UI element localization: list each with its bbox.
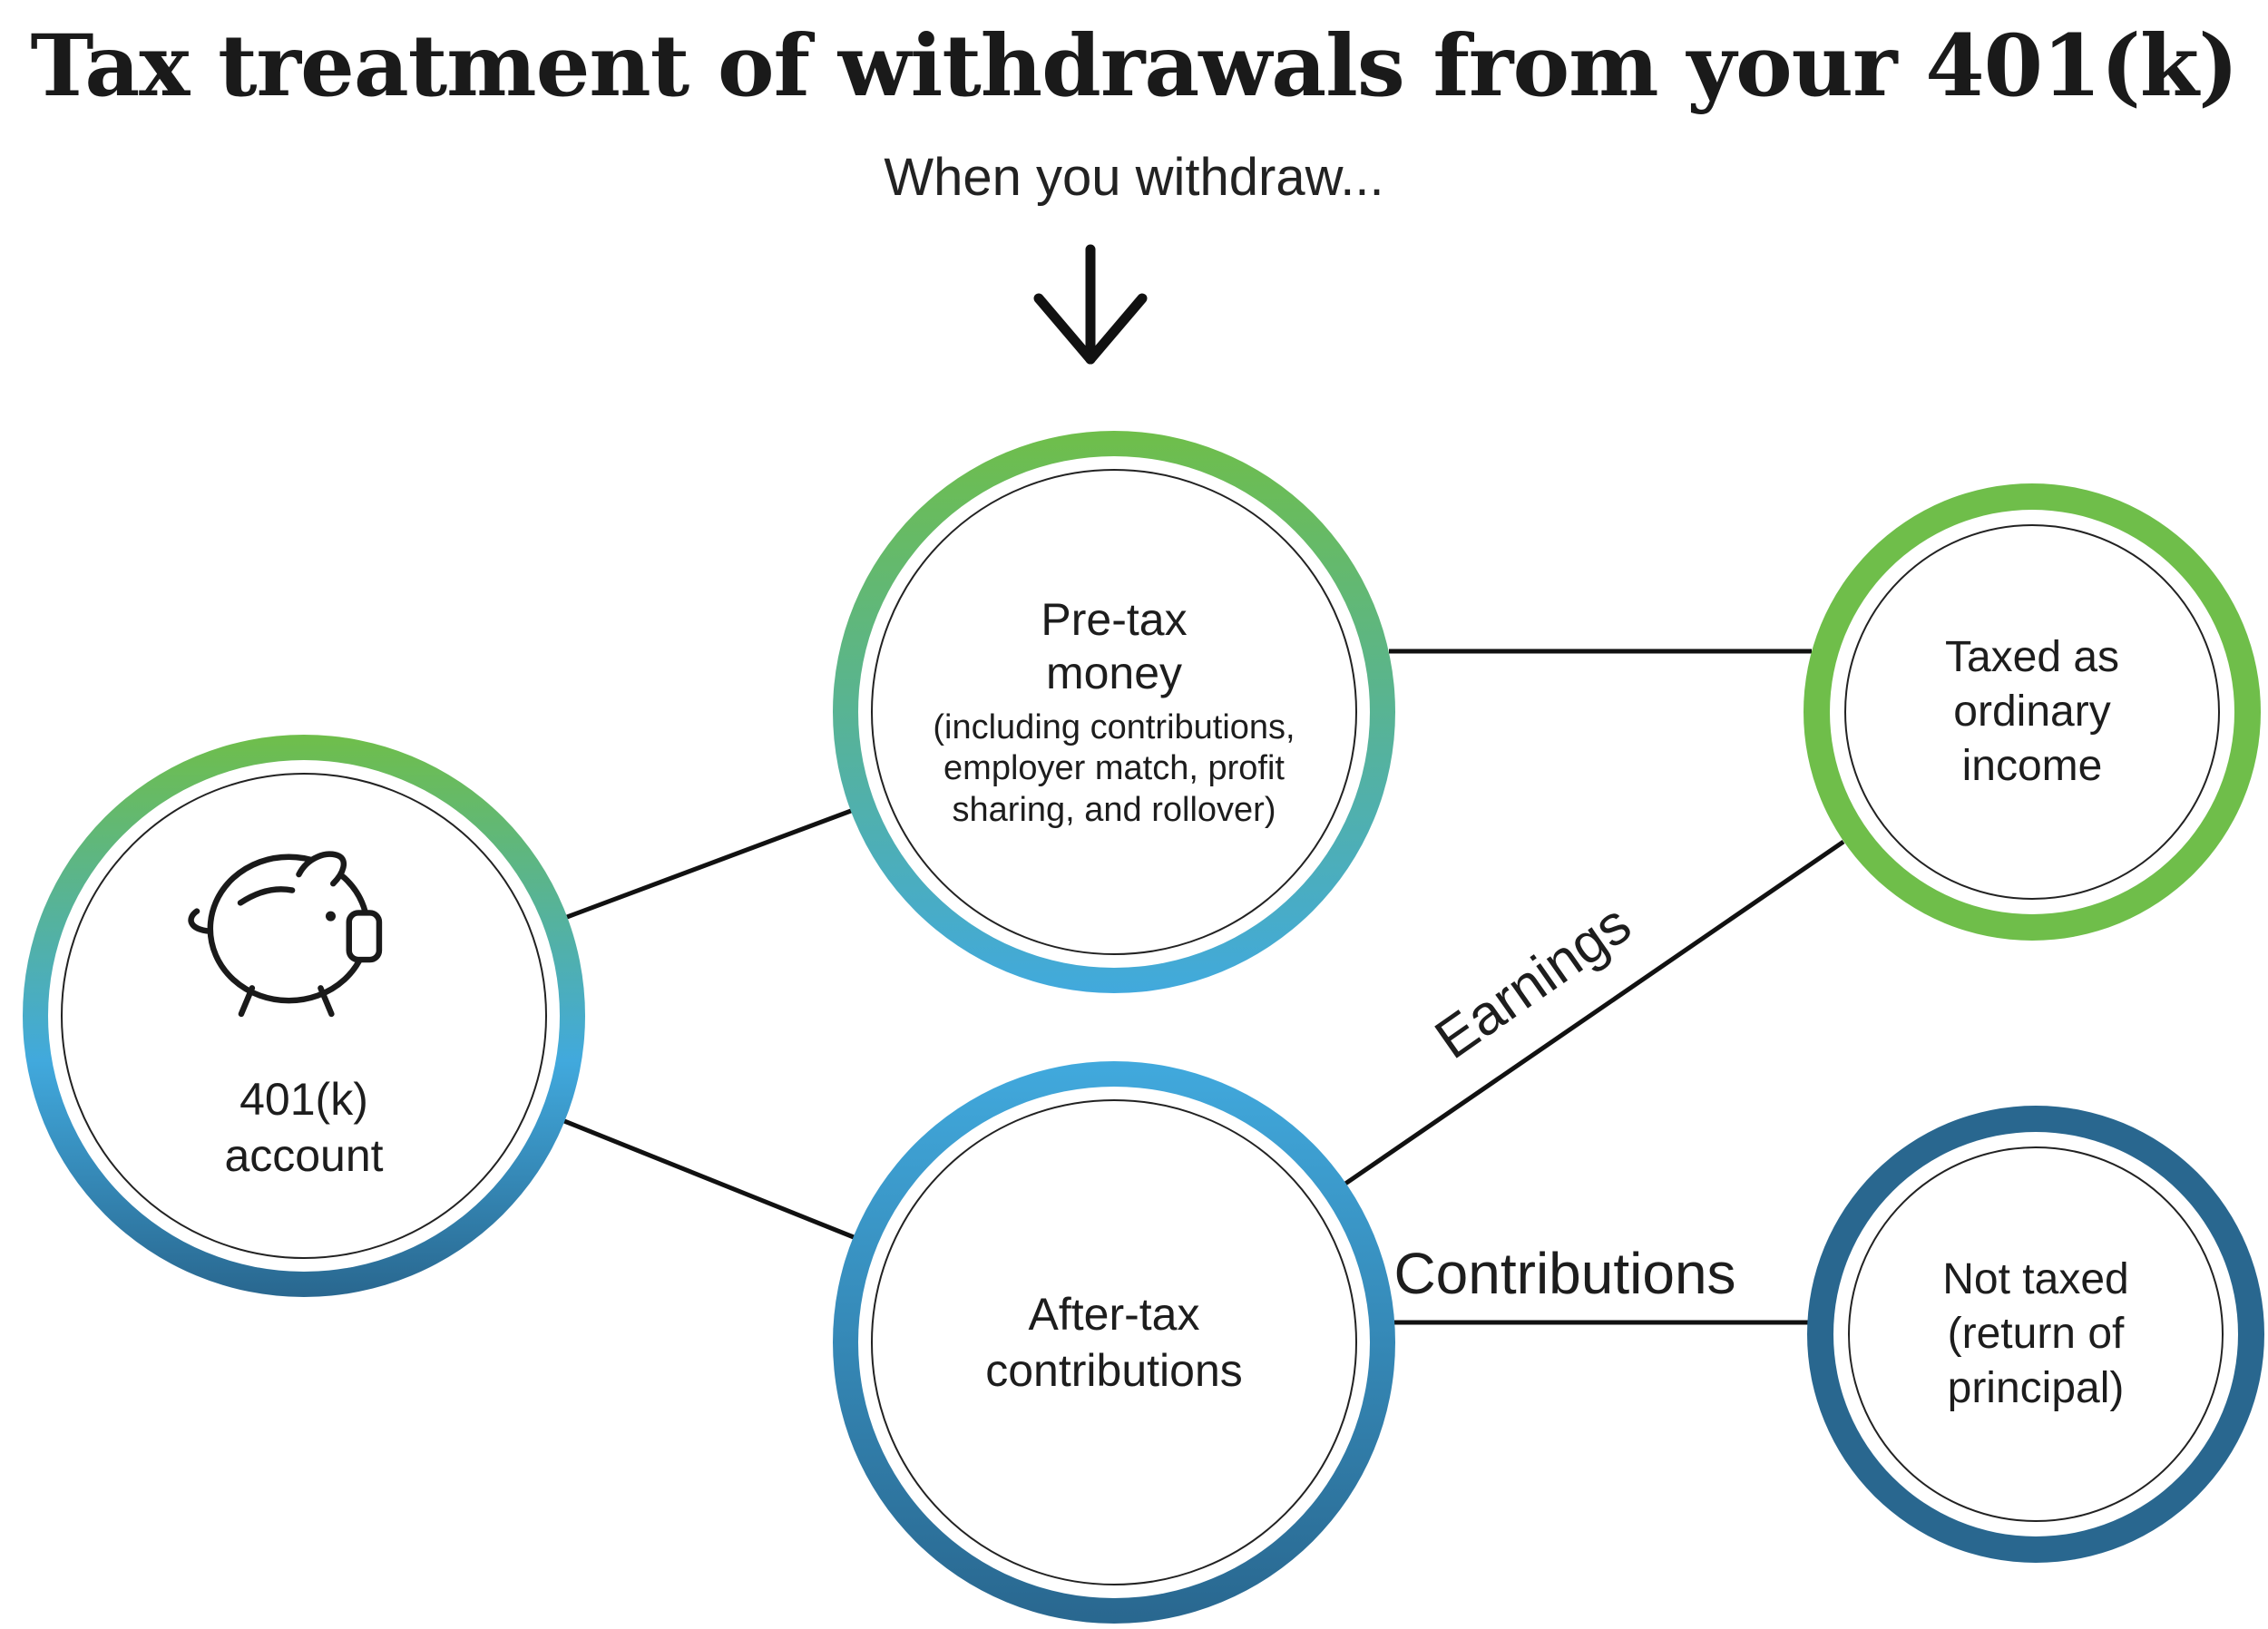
piggy-bank-icon (188, 850, 383, 1017)
edge-account-to-aftertax (563, 1118, 855, 1240)
node-401k-hairline-circle (61, 773, 547, 1259)
edge-aftertax-earnings-to-taxed (1344, 839, 1845, 1186)
node-pretax-detail: (including contributions, employer match… (933, 707, 1295, 829)
node-aftertax-hairline-circle (871, 1099, 1357, 1585)
node-pretax-hairline-circle (871, 469, 1357, 955)
node-pretax-money: Pre-tax money (including contributions, … (833, 431, 1395, 993)
node-taxed-label: Taxed as ordinary income (1944, 633, 2120, 790)
node-nottaxed-hairline-circle (1848, 1146, 2224, 1522)
down-arrow-icon (1033, 244, 1148, 365)
node-401k-account: 401(k) account (23, 735, 585, 1297)
node-aftertax-contributions: After-tax contributions (833, 1061, 1395, 1624)
edge-label-contributions: Contributions (1393, 1241, 1736, 1306)
node-nottaxed-label: Not taxed (return of principal) (1942, 1255, 2129, 1412)
node-not-taxed: Not taxed (return of principal) (1807, 1106, 2264, 1563)
node-taxed-ordinary-income: Taxed as ordinary income (1804, 483, 2261, 941)
node-401k-label: 401(k) account (224, 1073, 384, 1182)
page-title: Tax treatment of withdrawals from your 4… (30, 16, 2238, 116)
edge-account-to-pretax (566, 808, 852, 920)
node-aftertax-label: After-tax contributions (985, 1288, 1243, 1397)
node-pretax-label: Pre-tax money (1041, 593, 1188, 698)
node-taxed-hairline-circle (1844, 524, 2220, 900)
subtitle-when-you-withdraw: When you withdraw... (884, 148, 1384, 207)
